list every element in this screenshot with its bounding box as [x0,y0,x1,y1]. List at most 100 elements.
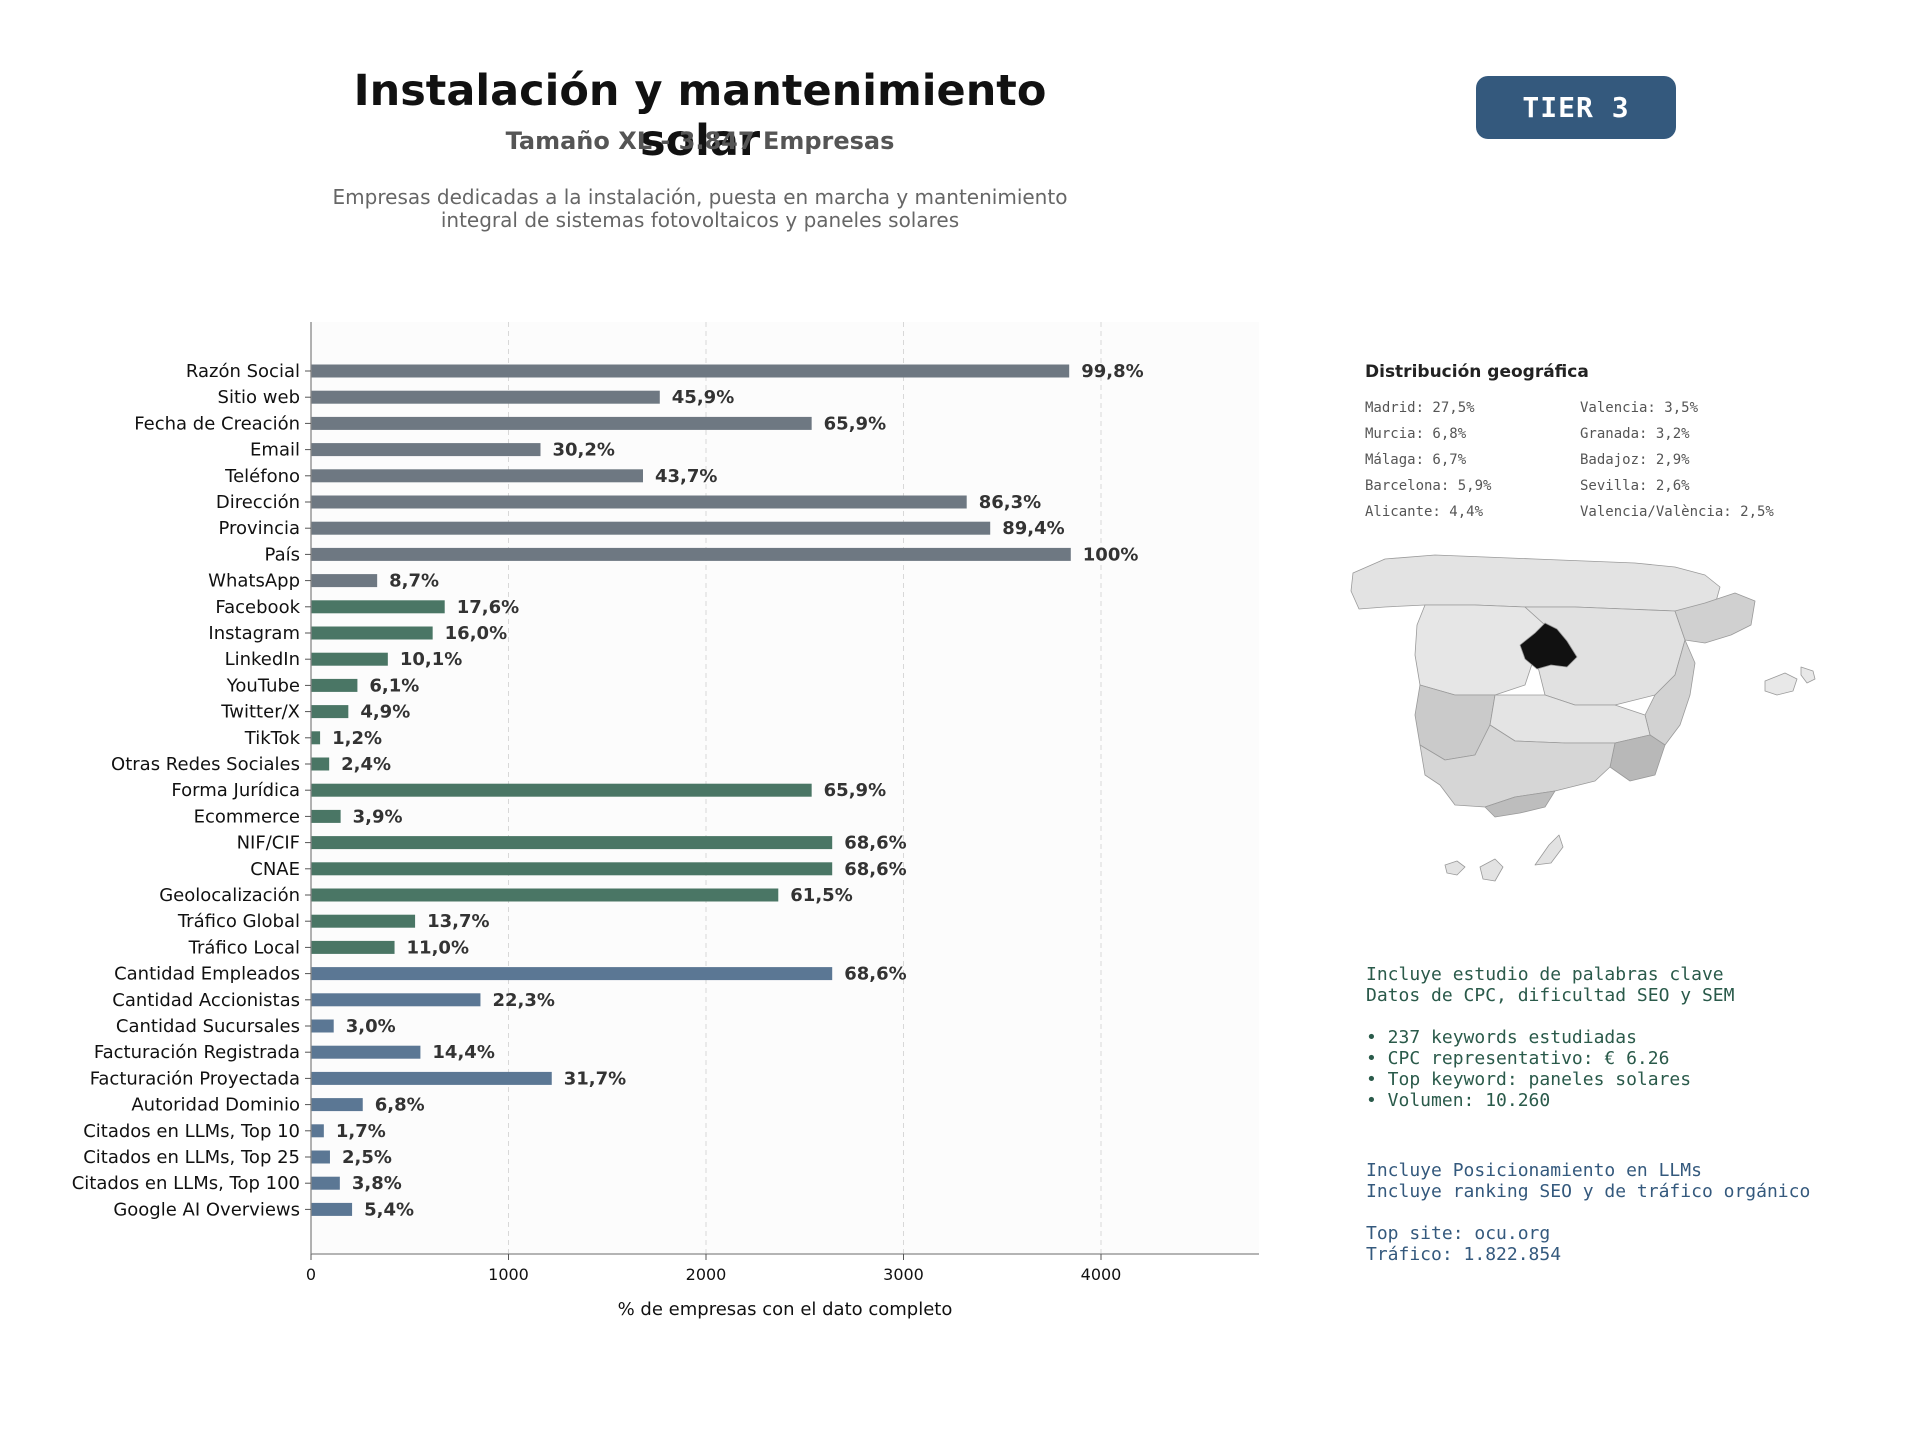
category-label: Email [250,440,300,461]
category-label: Cantidad Empleados [114,964,300,985]
bar [311,416,812,430]
bar [311,1098,363,1112]
value-label: 100% [1083,544,1139,565]
bar [311,731,321,745]
page-title: Instalación y mantenimiento solar [353,66,1047,166]
value-label: 4,9% [360,702,410,723]
map-region-baleares-east [1800,666,1816,684]
bar [311,862,833,876]
value-label: 68,6% [844,833,906,854]
value-label: 89,4% [1002,518,1064,539]
category-label: Fecha de Creación [134,413,300,434]
bar [311,443,541,457]
geo-item: Granada: 3,2% [1580,426,1690,442]
bar [311,521,991,535]
llm-line: Tráfico: 1.822.854 [1366,1244,1562,1265]
value-label: 3,0% [346,1016,396,1037]
geo-item: Madrid: 27,5% [1365,400,1475,416]
category-label: Forma Jurídica [171,780,300,801]
value-label: 13,7% [427,911,489,932]
geo-item: Murcia: 6,8% [1365,426,1467,442]
category-label: Citados en LLMs, Top 10 [83,1121,300,1142]
bar [311,600,445,614]
map-region-north [1350,554,1721,612]
value-label: 6,8% [375,1095,425,1116]
category-label: WhatsApp [208,571,300,592]
geo-item: Barcelona: 5,9% [1365,478,1492,494]
value-label: 68,6% [844,859,906,880]
category-label: Autoridad Dominio [131,1095,300,1116]
value-label: 22,3% [492,990,554,1011]
value-label: 65,9% [824,413,886,434]
description-line-1: Empresas dedicadas a la instalación, pue… [332,185,1068,209]
bars: Razón Social 99,8% Sitio web 45,9% Fecha de … [72,361,1144,1220]
category-label: CNAE [250,859,300,880]
value-label: 2,4% [341,754,391,775]
bar [311,888,779,902]
bar [311,574,378,588]
seo-bullet: • 237 keywords estudiadas [1366,1027,1637,1048]
tier-badge: TIER 3 [1476,76,1676,139]
category-label: Provincia [218,518,300,539]
geo-item: Badajoz: 2,9% [1580,452,1690,468]
bar [311,652,388,666]
bar [311,1176,340,1190]
category-label: Geolocalización [159,885,300,906]
map-region-malaga [1484,790,1556,818]
x-tick-label: 0 [306,1265,316,1284]
bar [311,757,330,771]
seo-bullet: • Top keyword: paneles solares [1366,1069,1692,1090]
category-label: Citados en LLMs, Top 25 [83,1147,300,1168]
seo-bullet: • Volumen: 10.260 [1366,1090,1551,1111]
x-tick-label: 4000 [1081,1265,1122,1284]
page-subtitle: Tamaño XL - 3.847 Empresas [505,127,895,155]
bar-chart: Razón Social 99,8% Sitio web 45,9% Fecha de … [72,322,1259,1320]
value-label: 2,5% [342,1147,392,1168]
value-label: 17,6% [457,597,519,618]
page-description: Empresas dedicadas a la instalación, pue… [310,186,1090,232]
map-region-baleares [1764,672,1798,696]
value-label: 65,9% [824,780,886,801]
bar [311,967,833,981]
bar [311,1071,552,1085]
value-label: 5,4% [364,1199,414,1220]
bar [311,495,967,509]
geo-title: Distribución geográfica [1365,362,1589,382]
bar [311,547,1071,561]
category-label: Cantidad Accionistas [112,990,300,1011]
category-label: TikTok [244,728,301,749]
category-label: Sitio web [218,387,300,408]
llm-line: Top site: ocu.org [1366,1223,1551,1244]
geo-item: Alicante: 4,4% [1365,504,1484,520]
value-label: 3,8% [352,1173,402,1194]
bar [311,705,349,719]
category-label: Citados en LLMs, Top 100 [72,1173,300,1194]
x-tick-label: 2000 [686,1265,727,1284]
seo-info-block: Incluye estudio de palabras clave Datos … [1366,964,1734,1111]
value-label: 1,2% [332,728,382,749]
value-label: 61,5% [790,885,852,906]
bar [311,1150,330,1164]
category-label: Facebook [215,597,300,618]
bar [311,836,833,850]
seo-line: Incluye estudio de palabras clave [1366,964,1724,985]
seo-bullet: • CPC representativo: € 6.26 [1366,1048,1670,1069]
category-label: Dirección [216,492,300,513]
map-region-canarias-east [1534,834,1564,866]
value-label: 43,7% [655,466,717,487]
bar [311,1202,353,1216]
category-label: Facturación Registrada [94,1042,300,1063]
seo-line: Datos de CPC, dificultad SEO y SEM [1366,985,1735,1006]
value-label: 45,9% [672,387,734,408]
map-region-canarias-center [1479,858,1504,882]
value-label: 68,6% [844,964,906,985]
map-region-catalonia [1674,592,1756,644]
geo-item: Málaga: 6,7% [1365,452,1467,468]
value-label: 30,2% [552,440,614,461]
value-label: 10,1% [400,649,462,670]
category-label: Razón Social [186,361,300,382]
category-label: Facturación Proyectada [90,1068,300,1089]
bar [311,390,660,404]
bar [311,364,1070,378]
value-label: 86,3% [979,492,1041,513]
